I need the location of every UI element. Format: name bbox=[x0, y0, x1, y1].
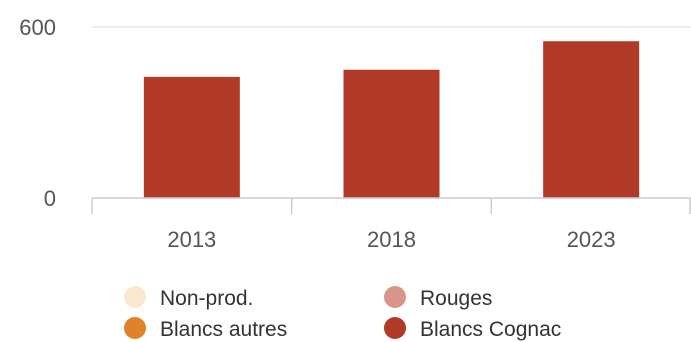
legend-label: Blancs Cognac bbox=[420, 318, 561, 341]
legend-swatch bbox=[384, 317, 406, 339]
bar-2018-blancs-cognac bbox=[343, 69, 440, 198]
legend-item-non-prod-: Non-prod. bbox=[124, 286, 253, 310]
bars-layer bbox=[143, 41, 640, 198]
legend: Non-prod. Rouges Blancs autres Blancs Cogna… bbox=[124, 286, 561, 341]
legend-label: Blancs autres bbox=[160, 318, 287, 341]
legend-swatch bbox=[384, 286, 406, 308]
legend-label: Rouges bbox=[420, 287, 492, 310]
x-tick-label-2013: 2013 bbox=[167, 227, 216, 252]
y-tick-label-600: 600 bbox=[19, 15, 56, 40]
legend-swatch bbox=[124, 317, 146, 339]
y-tick-label-0: 0 bbox=[44, 186, 56, 211]
legend-label: Non-prod. bbox=[160, 287, 253, 310]
bar-2023-blancs-cognac bbox=[543, 41, 640, 198]
axis-layer: 0 600 2013 2018 2023 bbox=[19, 15, 691, 252]
legend-item-rouges: Rouges bbox=[384, 286, 492, 310]
legend-item-blancs-autres: Blancs autres bbox=[124, 317, 287, 341]
x-tick-label-2018: 2018 bbox=[367, 227, 416, 252]
x-tick-label-2023: 2023 bbox=[567, 227, 616, 252]
legend-swatch bbox=[124, 286, 146, 308]
bar-2013-blancs-cognac bbox=[143, 76, 240, 198]
legend-item-blancs-cognac: Blancs Cognac bbox=[384, 317, 561, 341]
